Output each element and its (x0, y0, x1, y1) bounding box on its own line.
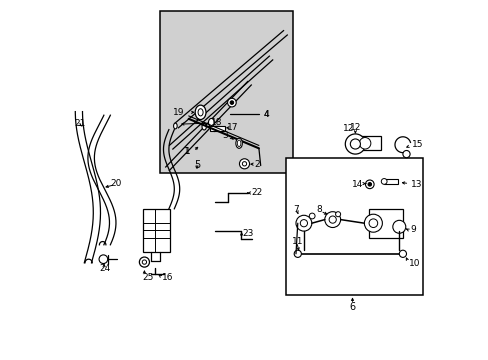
Circle shape (335, 212, 340, 217)
Circle shape (294, 250, 301, 257)
Circle shape (328, 216, 336, 223)
Text: 16: 16 (162, 274, 174, 282)
Bar (210, 126, 224, 131)
Circle shape (300, 220, 307, 227)
Text: 1: 1 (184, 148, 190, 157)
Text: 6: 6 (349, 302, 355, 312)
Text: 9: 9 (410, 225, 416, 234)
Circle shape (392, 220, 405, 233)
Ellipse shape (235, 138, 242, 148)
Circle shape (242, 162, 246, 166)
Text: 19: 19 (173, 108, 184, 117)
Circle shape (142, 260, 146, 264)
Text: 22: 22 (251, 188, 263, 197)
Circle shape (399, 250, 406, 257)
Circle shape (230, 101, 233, 104)
Text: 3: 3 (222, 131, 228, 140)
Circle shape (295, 215, 311, 231)
Circle shape (227, 98, 236, 107)
Circle shape (99, 255, 107, 264)
Bar (160, 11, 292, 173)
Ellipse shape (202, 123, 206, 130)
Text: 14: 14 (351, 180, 363, 189)
Text: 11: 11 (292, 237, 303, 246)
Text: 2: 2 (254, 160, 260, 168)
Ellipse shape (173, 123, 177, 129)
Text: 5: 5 (193, 160, 200, 170)
Text: 7: 7 (292, 205, 298, 214)
Text: 17: 17 (226, 123, 238, 132)
Circle shape (402, 150, 409, 158)
Text: 8: 8 (316, 205, 322, 214)
Circle shape (139, 257, 149, 267)
Text: 21: 21 (74, 119, 85, 128)
Text: 18: 18 (211, 118, 223, 127)
Circle shape (349, 139, 360, 149)
Circle shape (364, 214, 382, 232)
Circle shape (309, 213, 314, 219)
Circle shape (359, 138, 370, 149)
Bar (359, 136, 380, 150)
Text: 12: 12 (349, 123, 360, 132)
Ellipse shape (237, 140, 241, 147)
Circle shape (381, 179, 386, 184)
Circle shape (239, 159, 249, 169)
Bar (384, 179, 397, 184)
Bar (142, 209, 170, 252)
Text: 23: 23 (242, 229, 254, 238)
Text: 24: 24 (100, 264, 111, 273)
Ellipse shape (198, 109, 203, 116)
Text: 20: 20 (110, 179, 122, 188)
Text: 1: 1 (183, 148, 189, 157)
Bar (285, 158, 422, 295)
Text: 10: 10 (408, 259, 420, 268)
Text: 25: 25 (142, 274, 153, 282)
Ellipse shape (208, 118, 214, 126)
Ellipse shape (195, 105, 205, 120)
Circle shape (367, 183, 371, 186)
Circle shape (365, 180, 373, 189)
Text: 15: 15 (411, 140, 423, 149)
Text: 4: 4 (263, 110, 269, 119)
Circle shape (368, 219, 377, 228)
Circle shape (324, 212, 340, 228)
Bar (368, 209, 402, 238)
Text: 13: 13 (410, 180, 422, 189)
Text: 4: 4 (263, 110, 269, 119)
Circle shape (345, 134, 365, 154)
Text: 12: 12 (343, 125, 354, 134)
